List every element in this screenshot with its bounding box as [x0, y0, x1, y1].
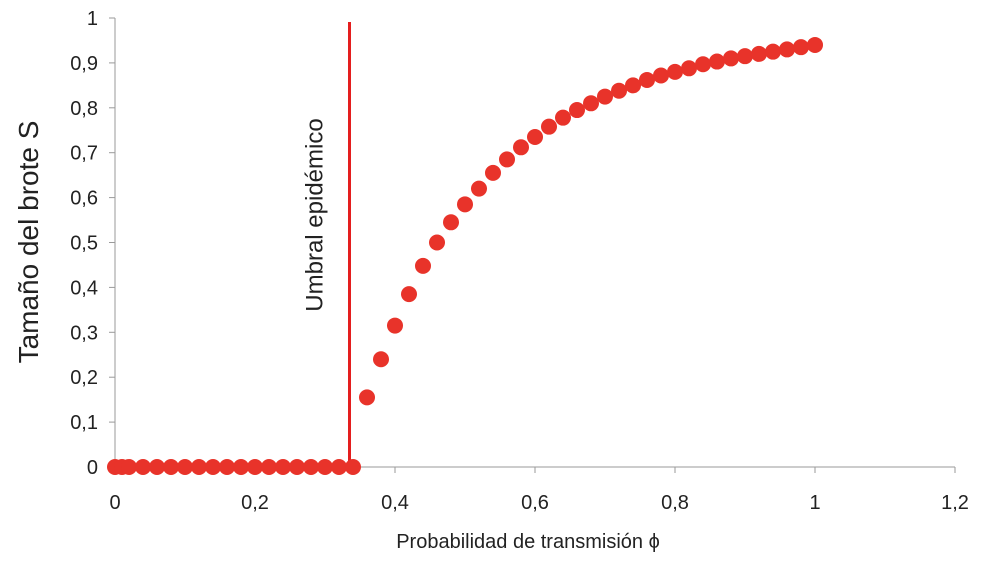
y-tick-label: 0: [87, 457, 98, 479]
data-point: [387, 318, 403, 334]
data-point: [499, 151, 515, 167]
data-point: [639, 72, 655, 88]
data-point: [709, 54, 725, 70]
y-axis-ticks: 0 0,1 0,2 0,3 0,4 0,5 0,6 0,7 0,8 0,9 1: [70, 8, 115, 479]
data-points: [107, 37, 823, 475]
data-point: [457, 196, 473, 212]
data-point: [233, 459, 249, 475]
data-point: [555, 110, 571, 126]
data-point: [611, 83, 627, 99]
data-point: [191, 459, 207, 475]
data-point: [569, 102, 585, 118]
data-point: [443, 214, 459, 230]
data-point: [527, 129, 543, 145]
data-point: [163, 459, 179, 475]
data-point: [765, 44, 781, 60]
data-point: [401, 286, 417, 302]
data-point: [429, 235, 445, 251]
data-point: [471, 181, 487, 197]
x-tick-label: 0,2: [241, 492, 269, 514]
data-point: [415, 258, 431, 274]
y-tick-label: 0,5: [70, 233, 98, 255]
data-point: [121, 459, 137, 475]
data-point: [653, 67, 669, 83]
data-point: [541, 119, 557, 135]
x-tick-label: 0: [109, 492, 120, 514]
x-tick-label: 1,2: [941, 492, 969, 514]
data-point: [793, 39, 809, 55]
data-point: [597, 89, 613, 105]
x-tick-label: 0,6: [521, 492, 549, 514]
y-axis-title: Tamaño del brote S: [13, 121, 44, 364]
data-point: [751, 46, 767, 62]
data-point: [359, 389, 375, 405]
data-point: [737, 48, 753, 64]
y-tick-label: 1: [87, 8, 98, 30]
data-point: [317, 459, 333, 475]
y-tick-label: 0,6: [70, 188, 98, 210]
data-point: [135, 459, 151, 475]
data-point: [303, 459, 319, 475]
data-point: [289, 459, 305, 475]
data-point: [583, 95, 599, 111]
y-tick-label: 0,1: [70, 412, 98, 434]
x-tick-label: 1: [809, 492, 820, 514]
y-tick-label: 0,8: [70, 98, 98, 120]
data-point: [625, 77, 641, 93]
data-point: [513, 139, 529, 155]
data-point: [681, 60, 697, 76]
data-point: [247, 459, 263, 475]
y-tick-label: 0,2: [70, 367, 98, 389]
data-point: [779, 41, 795, 57]
data-point: [261, 459, 277, 475]
data-point: [373, 351, 389, 367]
x-axis-title: Probabilidad de transmisión ϕ: [396, 531, 660, 553]
y-tick-label: 0,9: [70, 53, 98, 75]
data-point: [723, 50, 739, 66]
data-point: [205, 459, 221, 475]
data-point: [345, 459, 361, 475]
data-point: [275, 459, 291, 475]
y-tick-label: 0,4: [70, 277, 98, 299]
x-tick-label: 0,8: [661, 492, 689, 514]
x-tick-label: 0,4: [381, 492, 409, 514]
data-point: [149, 459, 165, 475]
data-point: [807, 37, 823, 53]
data-point: [219, 459, 235, 475]
data-point: [667, 64, 683, 80]
data-point: [695, 56, 711, 72]
data-point: [177, 459, 193, 475]
threshold-label: Umbral epidémico: [302, 118, 329, 311]
data-point: [485, 165, 501, 181]
y-tick-label: 0,3: [70, 322, 98, 344]
y-tick-label: 0,7: [70, 143, 98, 165]
data-point: [331, 459, 347, 475]
